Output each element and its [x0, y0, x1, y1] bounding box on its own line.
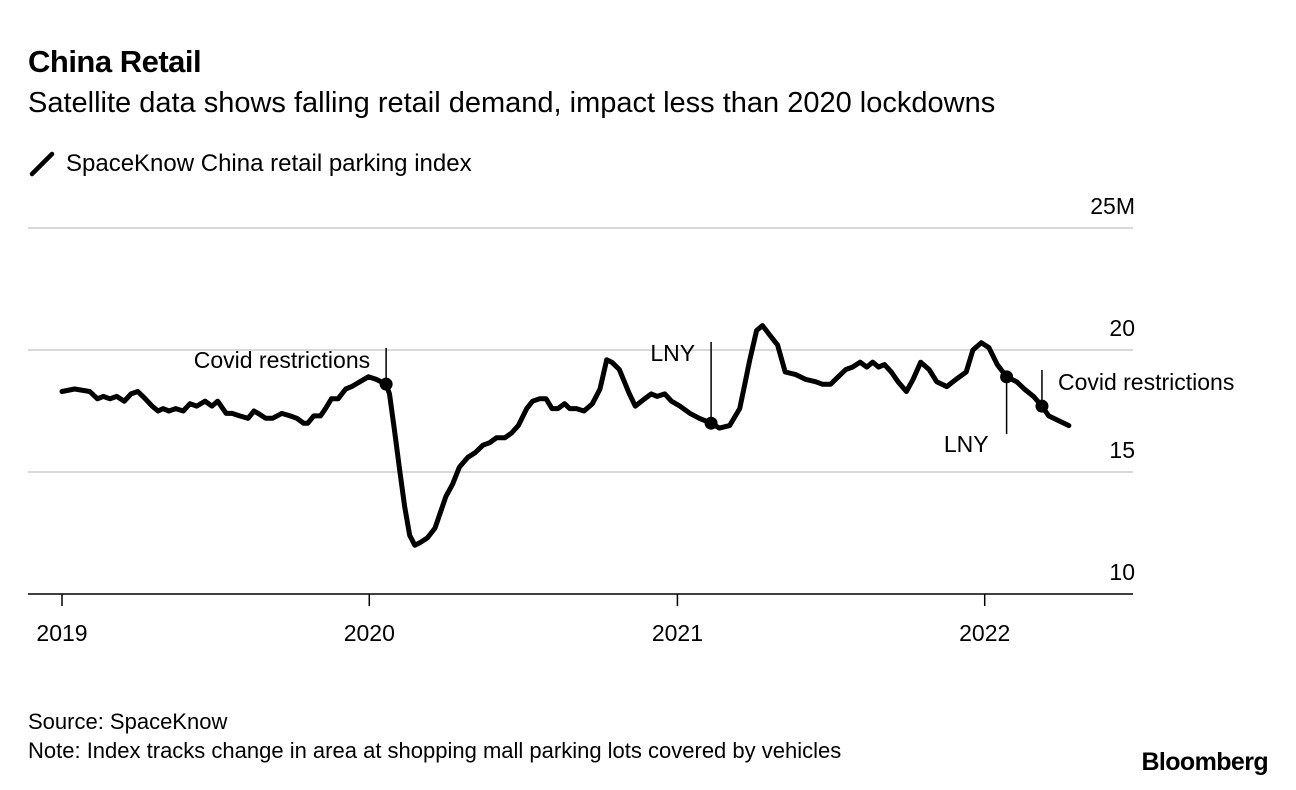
- legend-label: SpaceKnow China retail parking index: [66, 150, 472, 177]
- y-tick-label: 10: [1109, 559, 1135, 585]
- x-tick-label: 2020: [344, 620, 395, 646]
- annotation-marker: [1000, 370, 1014, 384]
- source-text: Source: SpaceKnow: [28, 709, 228, 734]
- annotation-marker: [704, 416, 718, 430]
- chart-subtitle: Satellite data shows falling retail dema…: [28, 87, 996, 119]
- x-tick-label: 2022: [959, 620, 1010, 646]
- note-text: Note: Index tracks change in area at sho…: [28, 738, 842, 763]
- annotation-label: LNY: [944, 431, 989, 457]
- annotation-marker: [379, 377, 393, 391]
- line-swatch-icon: [29, 151, 55, 177]
- series-line: [59, 323, 1072, 548]
- x-tick-label: 2021: [652, 620, 703, 646]
- y-tick-label: 25M: [1090, 193, 1135, 219]
- chart-title: China Retail: [28, 44, 202, 79]
- annotation-label: LNY: [650, 340, 695, 366]
- legend: SpaceKnow China retail parking index: [28, 150, 472, 178]
- annotation-label: Covid restrictions: [194, 347, 370, 373]
- bloomberg-logo: Bloomberg: [1141, 748, 1268, 776]
- y-tick-label: 20: [1109, 315, 1135, 341]
- annotation-label: Covid restrictions: [1058, 369, 1234, 395]
- x-tick-label: 2019: [36, 620, 87, 646]
- footer: Source: SpaceKnow Note: Index tracks cha…: [28, 707, 841, 765]
- y-tick-label: 15: [1109, 437, 1135, 463]
- annotation-marker: [1035, 399, 1049, 413]
